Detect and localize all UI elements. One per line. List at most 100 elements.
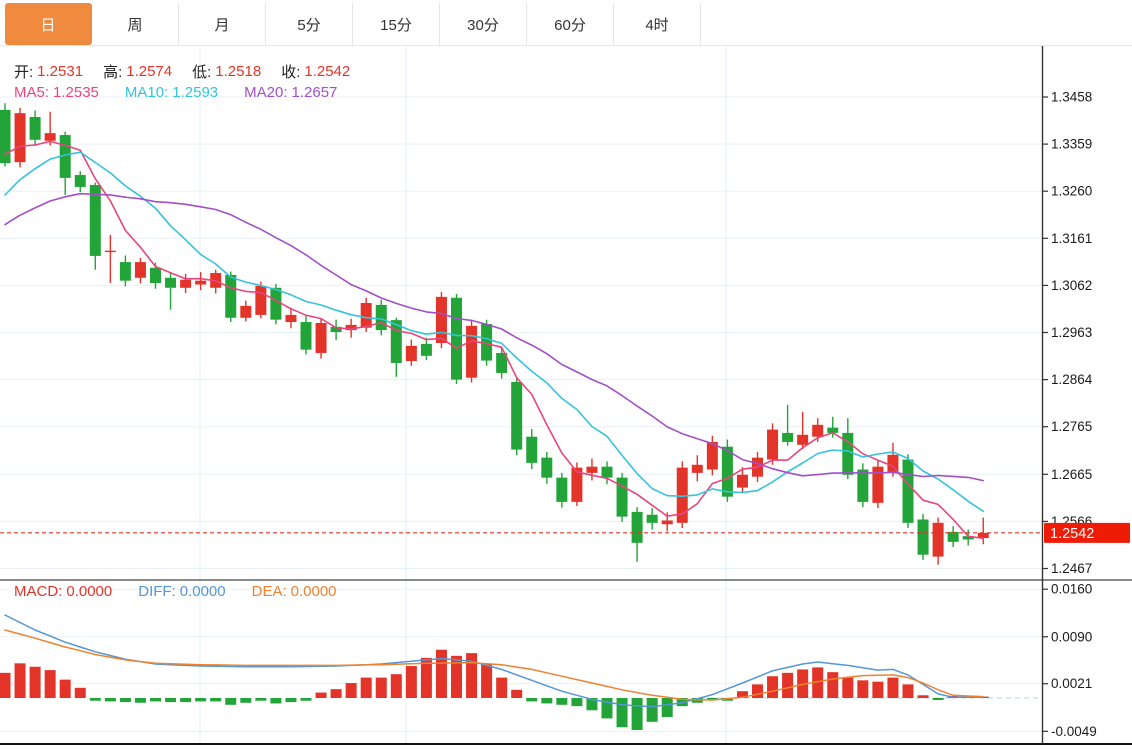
macd-histogram-bar <box>74 687 86 698</box>
macd-histogram-bar <box>240 698 252 703</box>
macd-histogram-bar <box>44 670 56 698</box>
macd-histogram-bar <box>390 674 402 698</box>
macd-histogram-bar <box>661 698 673 718</box>
macd-histogram-bar <box>541 698 553 704</box>
candle-up <box>571 467 583 502</box>
macd-histogram-bar <box>345 683 357 698</box>
candle-up <box>14 113 26 163</box>
macd-histogram-bar <box>872 681 884 698</box>
macd-histogram-bar <box>255 698 267 701</box>
macd-histogram-bar <box>496 677 508 698</box>
candle-up <box>767 429 779 460</box>
candle-up <box>661 520 673 525</box>
candle-up <box>44 133 56 141</box>
ma20-readout: MA20: 1.2657 <box>244 84 338 101</box>
ma5-line <box>4 140 985 540</box>
macd-histogram-bar <box>14 663 26 698</box>
candle-down <box>451 297 462 380</box>
high-readout: 高: 1.2574 <box>103 63 173 81</box>
candle-up <box>195 280 207 285</box>
candle-up <box>872 466 884 503</box>
candle-down <box>300 322 312 350</box>
tab-4hour[interactable]: 4时 <box>614 3 701 45</box>
macd-histogram-bar <box>104 698 116 702</box>
dea-line <box>4 629 984 701</box>
candle-down <box>89 185 101 256</box>
price-axis-label: 1.3161 <box>1051 231 1092 246</box>
macd-histogram-bar <box>210 698 222 702</box>
candle-down <box>827 427 839 433</box>
macd-histogram-bar <box>315 692 327 698</box>
macd-histogram-bar <box>887 677 899 698</box>
candle-up <box>104 250 116 253</box>
macd-histogram-bar <box>481 664 493 698</box>
candle-down <box>556 477 568 502</box>
macd-histogram-bar <box>556 698 568 705</box>
macd-histogram-bar <box>360 677 372 698</box>
macd-histogram-bar <box>134 698 146 703</box>
macd-histogram-bar <box>601 698 613 719</box>
candle-up <box>676 467 688 523</box>
macd-axis-label: -0.0049 <box>1051 724 1097 739</box>
dea-readout: DEA: 0.0000 <box>251 583 337 600</box>
candle-up <box>435 296 447 343</box>
candle-down <box>962 536 974 540</box>
macd-histogram-bar <box>526 698 538 702</box>
candle-up <box>180 279 192 288</box>
price-axis-label: 1.3260 <box>1051 184 1092 199</box>
macd-histogram-bar <box>285 698 297 703</box>
ohlc-legend: 开: 1.2531 高: 1.2574 低: 1.2518 收: 1.2542 <box>14 61 350 82</box>
candle-down <box>511 381 523 450</box>
macd-readout: MACD: 0.0000 <box>14 583 113 600</box>
candle-down <box>165 277 177 288</box>
candle-up <box>736 474 748 488</box>
candle-down <box>601 466 613 478</box>
candle-down <box>390 320 402 363</box>
macd-histogram-bar <box>812 667 824 698</box>
macd-histogram-bar <box>225 698 237 705</box>
candle-down <box>481 323 493 361</box>
candle-down <box>616 477 628 517</box>
price-axis-label: 1.3062 <box>1051 278 1092 293</box>
price-axis-label: 1.3359 <box>1051 137 1092 152</box>
tab-15min[interactable]: 15分 <box>353 3 440 45</box>
macd-histogram-bar <box>706 698 718 701</box>
macd-histogram-bar <box>752 684 763 698</box>
price-axis-label: 1.2665 <box>1051 467 1092 482</box>
candle-down <box>375 304 387 331</box>
candle-up <box>691 464 703 473</box>
tab-5min[interactable]: 5分 <box>266 3 353 45</box>
tab-30min[interactable]: 30分 <box>440 3 527 45</box>
macd-histogram-bar <box>195 698 207 702</box>
price-axis-label: 1.2765 <box>1051 419 1092 434</box>
candle-up <box>405 345 417 362</box>
macd-histogram-bar <box>646 698 658 722</box>
price-axis-label: 1.2467 <box>1051 561 1092 576</box>
macd-histogram-bar <box>119 698 131 703</box>
candle-down <box>270 287 282 320</box>
tab-60min[interactable]: 60分 <box>527 3 614 45</box>
candle-down <box>857 469 869 502</box>
candle-up <box>977 532 989 539</box>
macd-histogram-bar <box>150 698 161 702</box>
candle-down <box>119 262 131 281</box>
price-axis-label: 1.3458 <box>1051 90 1092 105</box>
candle-up <box>706 441 718 470</box>
macd-histogram-bar <box>420 657 432 698</box>
price-axis-label: 1.2864 <box>1051 372 1093 387</box>
candle-down <box>917 519 929 555</box>
tab-week[interactable]: 周 <box>92 3 179 45</box>
macd-histogram-bar <box>842 677 854 698</box>
last-price-badge <box>1044 522 1130 543</box>
macd-histogram-bar <box>767 676 779 698</box>
candle-down <box>631 511 643 543</box>
tab-day[interactable]: 日 <box>5 3 92 45</box>
tab-month[interactable]: 月 <box>179 3 266 45</box>
diff-readout: DIFF: 0.0000 <box>138 583 226 600</box>
macd-histogram-bar <box>616 698 628 728</box>
macd-histogram-bar <box>857 680 869 698</box>
candle-down <box>721 446 733 497</box>
ma10-line <box>4 151 985 513</box>
